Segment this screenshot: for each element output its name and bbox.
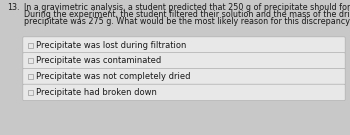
Text: precipitate was 275 g. What would be the most likely reason for this discrepancy: precipitate was 275 g. What would be the… [24, 17, 350, 26]
FancyBboxPatch shape [23, 68, 345, 85]
Text: During the experiment, the student filtered their solution and the mass of the d: During the experiment, the student filte… [24, 10, 350, 19]
FancyBboxPatch shape [23, 53, 345, 69]
Text: Precipitate was not completely dried: Precipitate was not completely dried [36, 72, 191, 81]
FancyBboxPatch shape [23, 37, 345, 53]
Bar [28, 43, 33, 48]
Text: Precipitate was lost during filtration: Precipitate was lost during filtration [36, 40, 187, 50]
Bar [28, 90, 33, 95]
Text: Precipitate was contaminated: Precipitate was contaminated [36, 56, 162, 65]
Text: 13.: 13. [7, 3, 20, 12]
FancyBboxPatch shape [23, 84, 345, 101]
Text: Precipitate had broken down: Precipitate had broken down [36, 88, 158, 97]
Bar [28, 58, 33, 63]
Bar [28, 74, 33, 79]
Text: In a gravimetric analysis, a student predicted that 250 g of precipitate should : In a gravimetric analysis, a student pre… [24, 3, 350, 12]
